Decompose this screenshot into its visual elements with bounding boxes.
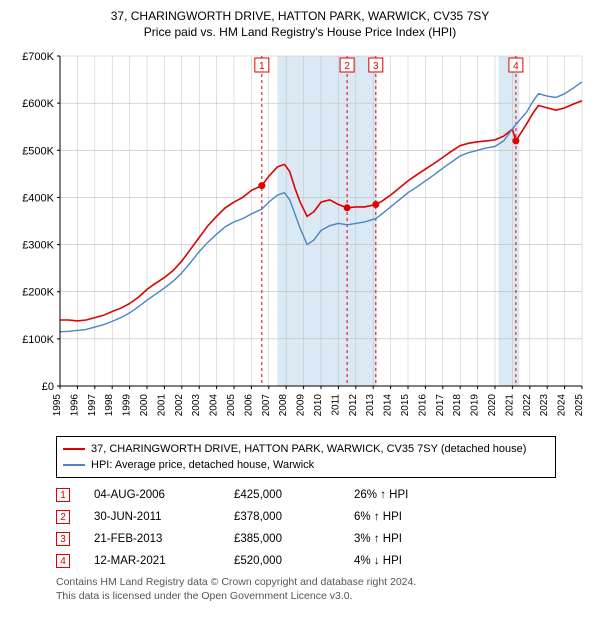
sale-marker-icon: 1 xyxy=(56,488,70,502)
sale-date: 04-AUG-2006 xyxy=(94,489,234,501)
svg-text:2010: 2010 xyxy=(313,394,324,417)
svg-text:1996: 1996 xyxy=(69,394,80,417)
svg-text:2013: 2013 xyxy=(365,394,376,417)
legend-swatch-property xyxy=(63,448,85,450)
sale-price: £425,000 xyxy=(234,489,354,501)
svg-text:£500K: £500K xyxy=(22,146,54,158)
sales-row: 1 04-AUG-2006 £425,000 26% ↑ HPI xyxy=(56,484,556,506)
svg-text:2002: 2002 xyxy=(174,394,185,417)
svg-text:2014: 2014 xyxy=(383,394,394,417)
svg-text:2017: 2017 xyxy=(435,394,446,417)
svg-text:2009: 2009 xyxy=(296,394,307,417)
svg-text:2018: 2018 xyxy=(452,394,463,417)
svg-text:£0: £0 xyxy=(42,381,54,393)
svg-text:2001: 2001 xyxy=(156,394,167,417)
sale-delta: 6% ↑ HPI xyxy=(354,511,474,523)
svg-text:2023: 2023 xyxy=(539,394,550,417)
svg-text:2: 2 xyxy=(344,61,350,72)
sales-row: 4 12-MAR-2021 £520,000 4% ↓ HPI xyxy=(56,550,556,572)
sale-marker-icon: 2 xyxy=(56,510,70,524)
svg-text:2008: 2008 xyxy=(278,394,289,417)
footnote-line-1: Contains HM Land Registry data © Crown c… xyxy=(56,576,584,590)
sale-delta: 26% ↑ HPI xyxy=(354,489,474,501)
title-line-1: 37, CHARINGWORTH DRIVE, HATTON PARK, WAR… xyxy=(10,8,590,24)
sale-price: £385,000 xyxy=(234,533,354,545)
svg-text:1: 1 xyxy=(259,61,265,72)
svg-text:£700K: £700K xyxy=(22,51,54,63)
footnote: Contains HM Land Registry data © Crown c… xyxy=(56,576,584,603)
svg-text:2019: 2019 xyxy=(470,394,481,417)
svg-text:1998: 1998 xyxy=(104,394,115,417)
svg-text:2020: 2020 xyxy=(487,394,498,417)
sales-table: 1 04-AUG-2006 £425,000 26% ↑ HPI 2 30-JU… xyxy=(56,484,556,572)
svg-text:2015: 2015 xyxy=(400,394,411,417)
sale-price: £378,000 xyxy=(234,511,354,523)
legend-label-property: 37, CHARINGWORTH DRIVE, HATTON PARK, WAR… xyxy=(91,443,526,455)
sale-delta: 4% ↓ HPI xyxy=(354,555,474,567)
sales-row: 2 30-JUN-2011 £378,000 6% ↑ HPI xyxy=(56,506,556,528)
legend-row-hpi: HPI: Average price, detached house, Warw… xyxy=(63,457,549,473)
svg-text:2016: 2016 xyxy=(417,394,428,417)
svg-text:£300K: £300K xyxy=(22,240,54,252)
sale-date: 21-FEB-2013 xyxy=(94,533,234,545)
svg-text:4: 4 xyxy=(513,61,519,72)
svg-text:£600K: £600K xyxy=(22,99,54,111)
legend-swatch-hpi xyxy=(63,464,85,466)
sales-row: 3 21-FEB-2013 £385,000 3% ↑ HPI xyxy=(56,528,556,550)
svg-text:2004: 2004 xyxy=(209,394,220,417)
svg-text:2006: 2006 xyxy=(243,394,254,417)
svg-text:2024: 2024 xyxy=(557,394,568,417)
legend: 37, CHARINGWORTH DRIVE, HATTON PARK, WAR… xyxy=(56,436,556,478)
chart-titles: 37, CHARINGWORTH DRIVE, HATTON PARK, WAR… xyxy=(10,8,590,40)
svg-text:1999: 1999 xyxy=(122,394,133,417)
footnote-line-2: This data is licensed under the Open Gov… xyxy=(56,590,584,604)
sale-marker-icon: 3 xyxy=(56,532,70,546)
sale-date: 12-MAR-2021 xyxy=(94,555,234,567)
legend-label-hpi: HPI: Average price, detached house, Warw… xyxy=(91,459,314,471)
svg-text:2005: 2005 xyxy=(226,394,237,417)
svg-text:1995: 1995 xyxy=(52,394,63,417)
svg-text:£200K: £200K xyxy=(22,287,54,299)
svg-text:2021: 2021 xyxy=(504,394,515,417)
svg-text:2022: 2022 xyxy=(522,394,533,417)
sale-date: 30-JUN-2011 xyxy=(94,511,234,523)
legend-row-property: 37, CHARINGWORTH DRIVE, HATTON PARK, WAR… xyxy=(63,441,549,457)
svg-text:1997: 1997 xyxy=(87,394,98,417)
line-chart: £0 £100K £200K £300K £400K £500K £600K £700K 199… xyxy=(10,46,590,426)
sale-marker-icon: 4 xyxy=(56,554,70,568)
svg-text:2025: 2025 xyxy=(574,394,585,417)
svg-text:2011: 2011 xyxy=(330,394,341,416)
svg-text:2003: 2003 xyxy=(191,394,202,417)
svg-text:£400K: £400K xyxy=(22,193,54,205)
sale-delta: 3% ↑ HPI xyxy=(354,533,474,545)
sale-price: £520,000 xyxy=(234,555,354,567)
svg-text:2007: 2007 xyxy=(261,394,272,417)
title-line-2: Price paid vs. HM Land Registry's House … xyxy=(10,24,590,40)
svg-text:£100K: £100K xyxy=(22,334,54,346)
svg-text:2000: 2000 xyxy=(139,394,150,417)
svg-text:3: 3 xyxy=(373,61,379,72)
svg-text:2012: 2012 xyxy=(348,394,359,417)
